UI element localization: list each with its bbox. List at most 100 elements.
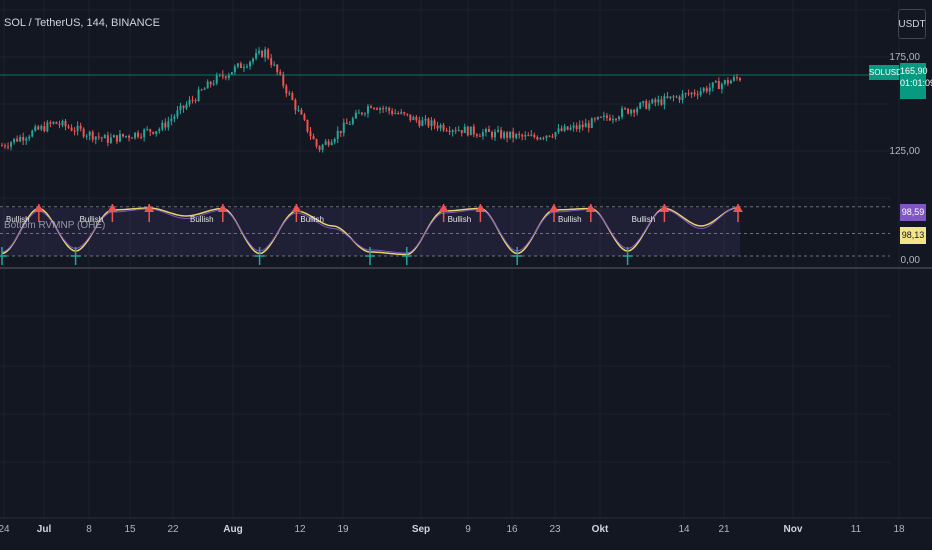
candle-body [675,96,678,98]
candle-body [406,113,409,115]
candle-body [149,129,152,132]
candle-body [636,108,639,113]
candle-body [85,135,88,137]
candle-body [400,112,403,114]
candle-body [315,139,318,147]
time-label: 18 [893,524,905,535]
candle-body [581,124,584,128]
candle-body [487,128,490,132]
candle-body [333,138,336,143]
candle-body [539,137,542,140]
candle-body [143,129,146,138]
candle-body [494,131,497,138]
candle-body [67,126,70,128]
indicator-title[interactable]: Bottom RVMNP (OHE) [4,220,106,231]
candle-body [236,63,239,67]
candle-body [578,124,581,130]
candle-body [385,107,388,109]
candle-body [545,135,548,138]
candle-body [170,118,173,122]
bullish-label: Bullish [558,215,582,224]
candle-body [602,115,605,117]
candle-body [657,99,660,103]
symbol-title[interactable]: SOL / TetherUS, 144, BINANCE [4,17,160,29]
candle-body [475,134,478,136]
candle-body [551,136,554,138]
candle-body [16,138,19,142]
candle-body [557,128,560,133]
candle-body [451,130,454,133]
price-label-175: 175,00 [889,52,920,63]
candle-body [536,137,539,140]
candle-body [421,120,424,126]
candle-body [705,88,708,92]
candle-body [687,93,690,95]
candle-body [729,80,732,84]
bullish-label: Bullish [632,215,656,224]
candle-body [279,72,282,75]
time-label: 9 [465,524,471,535]
candle-body [282,74,285,86]
candle-body [164,122,167,128]
candle-body [633,109,636,113]
candle-body [660,99,663,105]
candle-body [693,92,696,95]
candle-body [46,122,49,132]
candle-body [645,101,648,109]
candle-body [4,145,7,147]
candle-body [484,128,487,133]
candle-body [173,116,176,119]
candle-body [1,145,3,147]
candle-body [239,63,242,69]
time-label: 24 [0,524,10,535]
candle-body [324,141,327,145]
candle-body [233,66,236,73]
candle-body [409,114,412,121]
time-label: Sep [411,524,431,535]
candle-body [134,132,137,138]
signal-markers: Bullish Bullish Bullish Bullish Bullish Bulli… [0,204,743,265]
candle-body [330,142,333,145]
candle-body [478,135,481,137]
candle-body [318,146,321,150]
candle-body [460,130,463,134]
candle-body [469,126,472,136]
candle-body [648,103,651,109]
candle-body [608,117,611,121]
candle-body [627,108,630,114]
candle-body [61,121,64,126]
candle-body [424,118,427,121]
candle-body [702,88,705,92]
candle-body [7,146,10,148]
time-label: Jul [36,524,52,535]
candle-body [684,93,687,95]
candle-body [360,112,363,115]
candle-body [348,123,351,125]
candle-body [642,101,645,103]
candle-body [197,89,200,102]
candle-body [336,130,339,139]
candle-body [227,74,230,78]
candle-body [430,120,433,127]
candle-body [91,131,94,140]
candle-body [140,136,143,138]
candle-body [58,123,61,126]
bullish-label: Bullish [80,215,104,224]
candle-body [182,105,185,109]
candle-body [185,104,188,109]
oscillator-top-value: 98,59 [900,204,926,221]
candle-body [125,135,128,137]
candle-body [212,83,215,85]
candle-body [512,131,515,138]
candle-body [614,118,617,120]
candle-body [115,135,118,142]
candle-body [711,82,714,88]
candle-body [37,126,40,130]
currency-scale-button[interactable]: USDT [898,9,926,39]
candle-body [593,118,596,120]
candle-body [436,125,439,129]
time-label: 12 [294,524,306,535]
price-label-125: 125,00 [889,146,920,157]
candle-body [267,49,270,59]
